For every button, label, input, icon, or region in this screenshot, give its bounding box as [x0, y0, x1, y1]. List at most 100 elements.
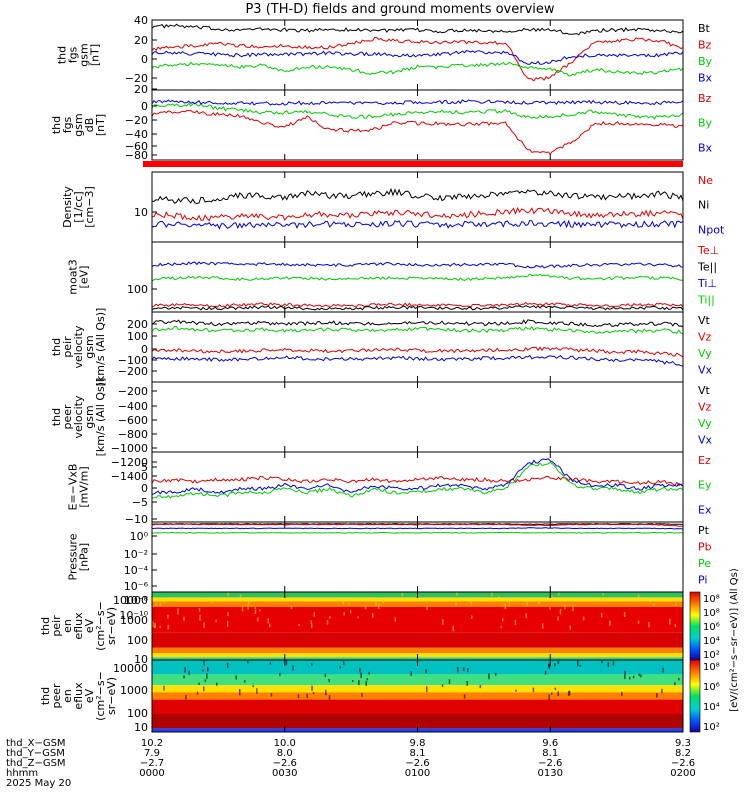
- ylabel-line: eflux: [72, 682, 85, 710]
- spectrogram-speck: [544, 670, 547, 675]
- spectrogram-speck: [378, 603, 380, 610]
- spectrogram-speck: [470, 602, 473, 606]
- ylabel-line: gsm: [78, 43, 91, 66]
- spectrogram-speck: [364, 605, 367, 610]
- ytick-label: −600: [118, 414, 148, 427]
- series-Pi: [152, 527, 683, 530]
- panel-ve: thdpeervelocitygsm[km/s (All Qs)] −200 −40…: [50, 378, 713, 483]
- spectrogram-speck: [348, 602, 350, 606]
- ytick-label: 10⁻²: [124, 548, 148, 561]
- series-Npot: [152, 219, 683, 230]
- xaxis-value: −2.6: [671, 758, 695, 769]
- spectrogram-band: [152, 674, 683, 686]
- legend-Vz: Vz: [698, 400, 712, 413]
- spectrogram-speck: [357, 616, 359, 619]
- xaxis-value: 8.0: [277, 748, 293, 759]
- xaxis-value: 10.0: [274, 738, 296, 749]
- spectrogram-speck: [548, 663, 551, 670]
- ytick-label: −800: [118, 428, 148, 441]
- spectrogram-speck: [678, 677, 680, 681]
- ytick-label: 1000: [120, 684, 148, 697]
- spectrogram-speck: [203, 660, 205, 666]
- spectrogram-speck: [567, 690, 570, 697]
- spectrogram-speck: [247, 604, 249, 610]
- spectrogram-speck: [204, 679, 207, 683]
- spectrogram-speck: [632, 675, 635, 679]
- spectrogram-speck: [241, 605, 244, 612]
- spectrogram-speck: [637, 620, 640, 624]
- legend-Vy: Vy: [698, 347, 712, 360]
- spectrogram-speck: [226, 620, 229, 627]
- ylabel-line: moat3: [67, 259, 80, 295]
- legend-Vt: Vt: [698, 314, 711, 327]
- spectrogram-speck: [568, 690, 571, 696]
- panel-efield: E=−VxB[mV/m] 5 0−5 −10 Ez Ey Ex: [67, 451, 712, 526]
- legend-Te⊥: Te⊥: [697, 244, 719, 257]
- ytick-label: 0: [141, 482, 148, 495]
- colorbar-tick: 10⁸: [703, 608, 720, 619]
- spectrogram-speck: [653, 603, 655, 607]
- spectrogram-speck: [285, 660, 288, 666]
- spectrogram-speck: [508, 600, 511, 607]
- panel-frame: [151, 171, 684, 243]
- spectrogram-speck: [196, 691, 199, 695]
- series-group: [152, 261, 683, 311]
- series-Ex: [152, 458, 683, 495]
- ylabel-line: [cm−3]: [83, 186, 96, 228]
- spectrogram-speck: [548, 694, 550, 700]
- spectrogram-speck: [298, 623, 300, 627]
- ytick-label: 20: [134, 83, 148, 96]
- ylabel-line: [1/cc]: [72, 191, 85, 222]
- spectrogram-speck: [326, 619, 329, 625]
- ytick-label: 0: [141, 100, 148, 113]
- spectrogram-speck: [375, 599, 377, 606]
- xaxis-value: −2.6: [538, 758, 562, 769]
- spectrogram-speck: [569, 625, 571, 630]
- xaxis-value: 9.3: [675, 738, 691, 749]
- series-Ez: [152, 475, 683, 487]
- ylabel-line: peer: [50, 683, 63, 709]
- ytick-label: 20: [134, 34, 148, 47]
- colorbar: [689, 659, 701, 733]
- ylabel-line: Pressure: [67, 533, 80, 580]
- legend-Pb: Pb: [698, 540, 712, 553]
- spectrogram-speck: [572, 605, 574, 612]
- panel-elec_spec: thdpeerenefluxeV(cm²−s−sr−eV)10000100010…: [39, 659, 684, 734]
- ylabel-line: [nT]: [94, 114, 107, 136]
- series-group: [152, 187, 683, 230]
- series-group: [152, 99, 683, 155]
- ylabel-line: [mV/m]: [78, 466, 91, 507]
- legend-Te||: Te||: [697, 260, 717, 273]
- ytick-label: 200: [127, 318, 148, 331]
- series-Bx: [152, 99, 683, 106]
- colorbar-tick: 10⁶: [703, 682, 720, 693]
- series-By: [152, 102, 683, 120]
- spectrogram-speck: [452, 625, 454, 632]
- ylabel-line: thd: [39, 617, 52, 635]
- spectrogram-speck: [312, 691, 315, 695]
- legend-Ni: Ni: [698, 199, 709, 212]
- spectrogram-speck: [206, 668, 209, 672]
- series-group: [152, 458, 683, 499]
- xaxis-value: −2.7: [140, 758, 164, 769]
- ylabel-line: fgs: [67, 46, 80, 63]
- colorbar-label: [eV/(cm²−s−sr−eV)] (All Qs): [729, 568, 740, 712]
- spectrogram-speck: [199, 614, 201, 621]
- spectrogram-speck: [254, 606, 257, 610]
- spectrogram-speck: [359, 667, 361, 673]
- panel-fgs_gsm_db: thdfgsgsmdB[nT] 20 0−20−40−60−80 Bz By Bx: [50, 83, 713, 162]
- panel-ylabel: moat3[eV]: [67, 259, 91, 295]
- spectrogram-speck: [256, 688, 258, 694]
- xaxis-value: 0030: [272, 768, 297, 779]
- spectrogram-band: [152, 632, 683, 648]
- spectrogram-speck: [621, 691, 623, 696]
- ylabel-line: velocity: [72, 325, 85, 368]
- spectrogram-speck: [365, 681, 367, 686]
- spectrogram-speck: [557, 616, 559, 621]
- ytick-label: −1000: [111, 442, 148, 455]
- spectrogram-speck: [532, 687, 535, 693]
- ytick-label: 10⁻¹⁰: [119, 609, 148, 622]
- series-Ti⊥: [152, 261, 683, 269]
- panel-ylabel: E=−VxB[mV/m]: [67, 464, 91, 511]
- ytick-label: 10⁻⁸: [124, 594, 149, 607]
